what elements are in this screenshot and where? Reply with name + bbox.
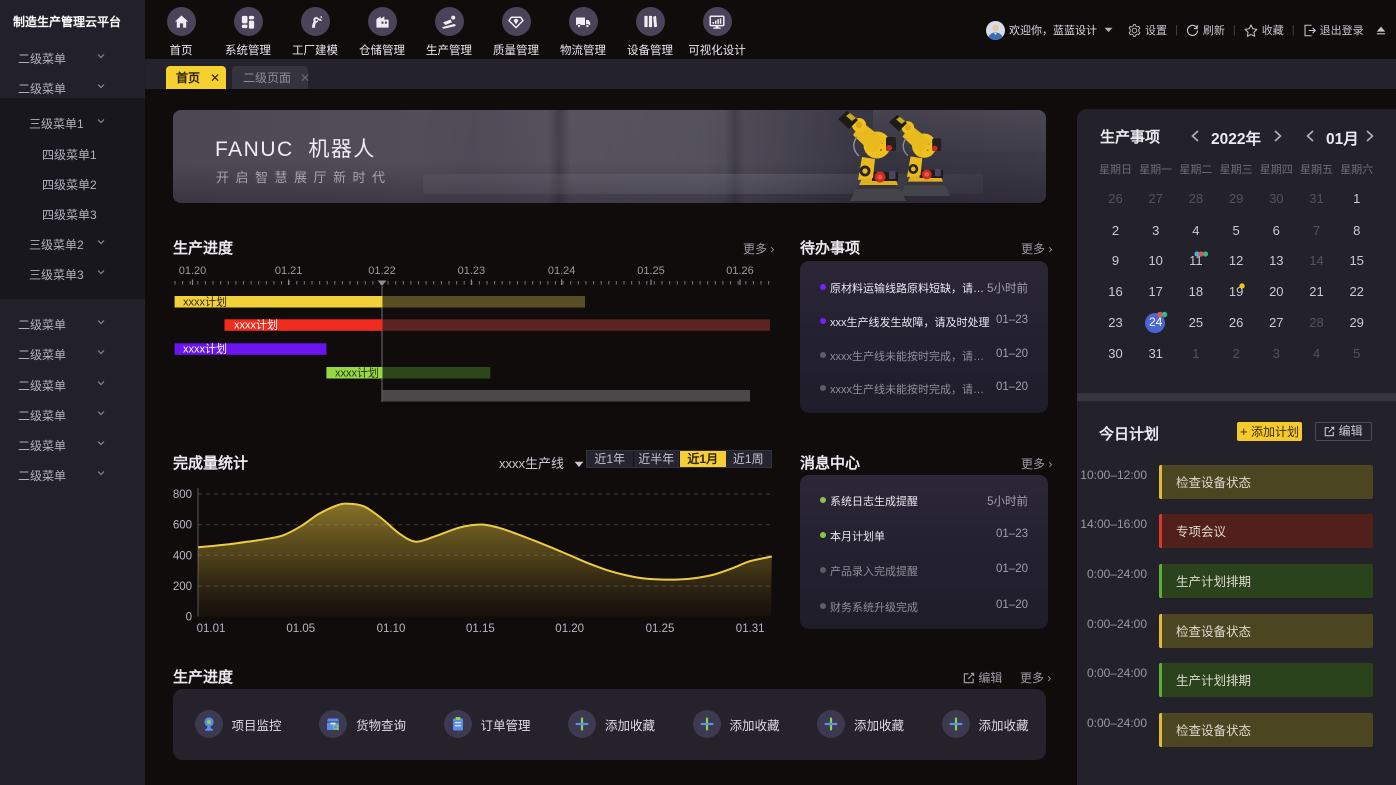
- svg-text:01.10: 01.10: [377, 623, 406, 635]
- svg-text:800: 800: [173, 489, 192, 501]
- svg-text:400: 400: [173, 550, 192, 562]
- svg-text:01.26: 01.26: [726, 265, 754, 277]
- svg-text:xxxx计划: xxxx计划: [335, 366, 379, 379]
- svg-text:01.22: 01.22: [368, 265, 396, 277]
- svg-text:xxxx计划: xxxx计划: [234, 319, 278, 332]
- svg-text:01.31: 01.31: [736, 623, 765, 635]
- svg-text:01.20: 01.20: [179, 265, 207, 277]
- svg-text:xxxx计划: xxxx计划: [183, 343, 227, 356]
- svg-text:01.25: 01.25: [637, 265, 665, 277]
- svg-text:600: 600: [173, 520, 192, 532]
- svg-text:xxxx计划: xxxx计划: [183, 295, 227, 308]
- svg-text:01.20: 01.20: [555, 623, 584, 635]
- svg-text:01.05: 01.05: [286, 623, 315, 635]
- svg-text:01.01: 01.01: [197, 623, 226, 635]
- svg-text:01.15: 01.15: [466, 623, 495, 635]
- svg-text:01.21: 01.21: [275, 265, 303, 277]
- svg-text:01.25: 01.25: [646, 623, 675, 635]
- svg-text:0: 0: [186, 612, 192, 624]
- svg-text:01.24: 01.24: [548, 265, 576, 277]
- svg-text:200: 200: [173, 581, 192, 593]
- svg-text:01.23: 01.23: [458, 265, 486, 277]
